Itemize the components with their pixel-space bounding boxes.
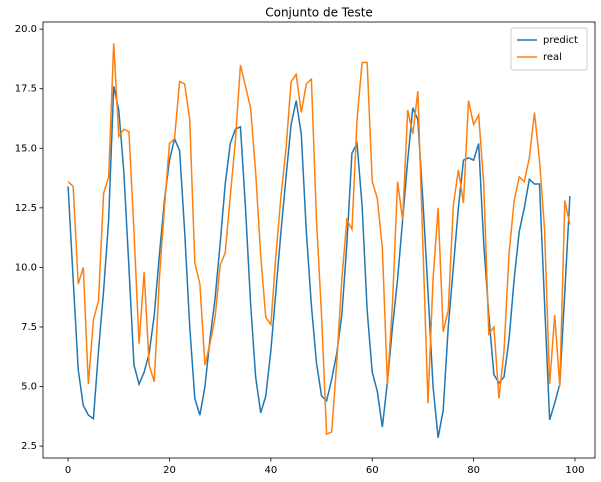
y-tick-label: 10.0 <box>15 262 37 273</box>
x-tick-label: 80 <box>467 465 480 476</box>
y-tick-label: 2.5 <box>21 441 37 452</box>
x-tick-label: 60 <box>366 465 379 476</box>
y-tick-label: 7.5 <box>21 322 37 333</box>
y-tick-label: 12.5 <box>15 203 37 214</box>
y-tick-label: 15.0 <box>15 143 37 154</box>
x-tick-label: 40 <box>264 465 277 476</box>
plot-frame <box>42 21 596 459</box>
x-tick-label: 100 <box>565 465 584 476</box>
y-tick-label: 17.5 <box>15 84 37 95</box>
y-tick-label: 20.0 <box>15 24 37 35</box>
legend-label: predict <box>543 35 578 46</box>
legend-label: real <box>543 52 562 63</box>
legend-box <box>510 27 588 71</box>
x-tick-label: 0 <box>65 465 71 476</box>
chart-title: Conjunto de Teste <box>265 6 373 20</box>
y-tick-label: 5.0 <box>21 382 37 393</box>
x-tick-label: 20 <box>163 465 176 476</box>
line-series <box>67 43 571 436</box>
